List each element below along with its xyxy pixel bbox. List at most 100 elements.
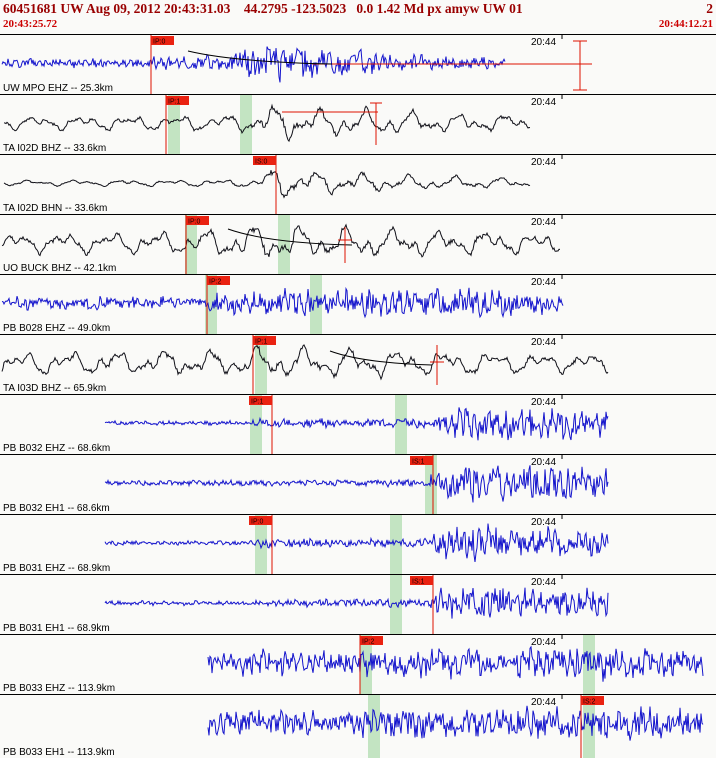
waveform-trace (207, 645, 704, 682)
waveform-trace (1, 223, 561, 258)
waveform-canvas: 20:44 IP:0 UW MPO EHZ -- 25.3km (1, 35, 592, 94)
trace-panel-8[interactable]: 20:44 IS:1 PB B032 EH1 -- 68.6km (0, 454, 716, 514)
station-label: PB B032 EH1 -- 68.6km (3, 503, 110, 514)
trace-panel-3[interactable]: 20:44 IS:0 TA I02D BHN -- 33.6km (0, 154, 716, 214)
station-label: PB B031 EH1 -- 68.9km (3, 623, 110, 634)
trace-panel-4[interactable]: 20:44 IP:0 UO BUCK BHZ -- 42.1km (0, 214, 716, 274)
station-label: TA I02D BHN -- 33.6km (3, 203, 107, 214)
waveform-trace (104, 523, 609, 562)
time-label: 20:44 (531, 577, 556, 588)
time-label: 20:44 (531, 37, 556, 48)
pick-flag-label: IP:0 (153, 39, 166, 46)
waveform-trace (104, 465, 609, 503)
waveform-canvas: 20:44 IP:0 UO BUCK BHZ -- 42.1km (1, 215, 563, 274)
trace-panel-6[interactable]: 20:44 IP:1 TA I03D BHZ -- 65.9km (0, 334, 716, 394)
time-label: 20:44 (531, 277, 556, 288)
waveform-trace (1, 286, 564, 319)
time-label: 20:44 (531, 157, 556, 168)
pick-flag-label: IS:0 (255, 159, 268, 166)
time-label: 20:44 (531, 217, 556, 228)
trace-panel-2[interactable]: 20:44 IP:1 TA I02D BHZ -- 33.6km (0, 94, 716, 154)
highlight-band (185, 215, 197, 274)
highlight-band (583, 695, 595, 758)
waveform-canvas: 20:44 IP:2 PB B033 EHZ -- 113.9km (3, 635, 704, 694)
pick-flag-label: IP:1 (168, 99, 181, 106)
trace-panel-11[interactable]: 20:44 IP:2 PB B033 EHZ -- 113.9km (0, 634, 716, 694)
waveform-canvas: 20:44 IP:0 PB B031 EHZ -- 68.9km (3, 515, 609, 574)
pick-flag[interactable] (410, 456, 433, 465)
waveform-canvas: 20:44 IP:2 PB B028 EHZ -- 49.0km (1, 275, 564, 334)
highlight-band (390, 515, 402, 574)
pick-flag[interactable] (186, 216, 209, 225)
highlight-band (310, 275, 322, 334)
pick-flag[interactable] (360, 636, 383, 645)
waveform-canvas: 20:44 IP:1 TA I02D BHZ -- 33.6km (3, 95, 563, 154)
header: 60451681 UW Aug 09, 2012 20:43:31.03 44.… (0, 0, 716, 34)
trace-panel-7[interactable]: 20:44 IP:1 PB B032 EHZ -- 68.6km (0, 394, 716, 454)
highlight-band (395, 395, 407, 454)
waveform-canvas: 20:44 IS:0 TA I02D BHN -- 33.6km (3, 155, 563, 214)
waveform-trace (104, 407, 609, 441)
highlight-band (205, 275, 217, 334)
coda-decay-curve (329, 350, 433, 366)
waveform-trace (3, 170, 531, 199)
station-label: PB B032 EHZ -- 68.6km (3, 443, 110, 454)
waveform-trace (1, 46, 506, 83)
pick-flag[interactable] (410, 576, 433, 585)
waveform-trace (3, 103, 531, 143)
time-label: 20:44 (531, 457, 556, 468)
time-label: 20:44 (531, 97, 556, 108)
window-end-time: 20:44:12.21 (658, 18, 713, 30)
pick-flag[interactable] (253, 156, 276, 165)
highlight-band (168, 95, 180, 154)
highlight-band (255, 335, 267, 394)
pick-flag[interactable] (249, 516, 272, 525)
time-label: 20:44 (531, 637, 556, 648)
highlight-band (368, 695, 380, 758)
station-label: PB B033 EH1 -- 113.9km (3, 747, 115, 758)
trace-panel-5[interactable]: 20:44 IP:2 PB B028 EHZ -- 49.0km (0, 274, 716, 334)
time-label: 20:44 (531, 697, 556, 708)
window-start-time: 20:43:25.72 (3, 18, 58, 30)
highlight-band (583, 635, 595, 694)
station-label: PB B033 EHZ -- 113.9km (3, 683, 115, 694)
pick-flag-label: IS:1 (412, 579, 425, 586)
pick-flag[interactable] (581, 696, 604, 705)
trace-panel-10[interactable]: 20:44 IS:1 PB B031 EH1 -- 68.9km (0, 574, 716, 634)
pick-flag-label: IP:1 (251, 399, 264, 406)
station-label: TA I02D BHZ -- 33.6km (3, 143, 106, 154)
station-label: TA I03D BHZ -- 65.9km (3, 383, 106, 394)
pick-flag-label: IS:1 (412, 459, 425, 466)
station-label: PB B028 EHZ -- 49.0km (3, 323, 110, 334)
trace-panel-12[interactable]: 20:44 IS:2 PB B033 EH1 -- 113.9km (0, 694, 716, 758)
pick-flag[interactable] (151, 36, 174, 45)
station-label: PB B031 EHZ -- 68.9km (3, 563, 110, 574)
pick-flag[interactable] (166, 96, 189, 105)
trace-panel-9[interactable]: 20:44 IP:0 PB B031 EHZ -- 68.9km (0, 514, 716, 574)
pick-flag[interactable] (249, 396, 272, 405)
station-label: UO BUCK BHZ -- 42.1km (3, 263, 116, 274)
waveform-trace (104, 587, 609, 619)
time-label: 20:44 (531, 397, 556, 408)
pick-flag-label: IP:0 (251, 519, 264, 526)
station-label: UW MPO EHZ -- 25.3km (3, 83, 113, 94)
waveform-canvas: 20:44 IS:1 PB B032 EH1 -- 68.6km (3, 455, 609, 514)
pick-flag[interactable] (207, 276, 230, 285)
highlight-band (278, 215, 290, 274)
pick-flag-label: IS:2 (583, 699, 596, 706)
time-range-row: 20:43:25.72 20:44:12.21 (3, 18, 713, 31)
time-label: 20:44 (531, 337, 556, 348)
trace-panel-1[interactable]: 20:44 IP:0 UW MPO EHZ -- 25.3km (0, 34, 716, 94)
event-title-row: 60451681 UW Aug 09, 2012 20:43:31.03 44.… (3, 1, 713, 17)
highlight-band (255, 515, 267, 574)
trace-list: 20:44 IP:0 UW MPO EHZ -- 25.3km 20:44 IP:1 TA… (0, 34, 716, 758)
waveform-canvas: 20:44 IP:1 PB B032 EHZ -- 68.6km (3, 395, 609, 454)
waveform-canvas: 20:44 IS:2 PB B033 EH1 -- 113.9km (3, 695, 704, 758)
pick-flag[interactable] (253, 336, 276, 345)
pick-flag-label: IP:0 (188, 219, 201, 226)
waveform-canvas: 20:44 IS:1 PB B031 EH1 -- 68.9km (3, 575, 609, 634)
pick-flag-label: IP:1 (255, 339, 268, 346)
waveform-canvas: 20:44 IP:1 TA I03D BHZ -- 65.9km (1, 335, 609, 394)
highlight-band (425, 455, 437, 514)
